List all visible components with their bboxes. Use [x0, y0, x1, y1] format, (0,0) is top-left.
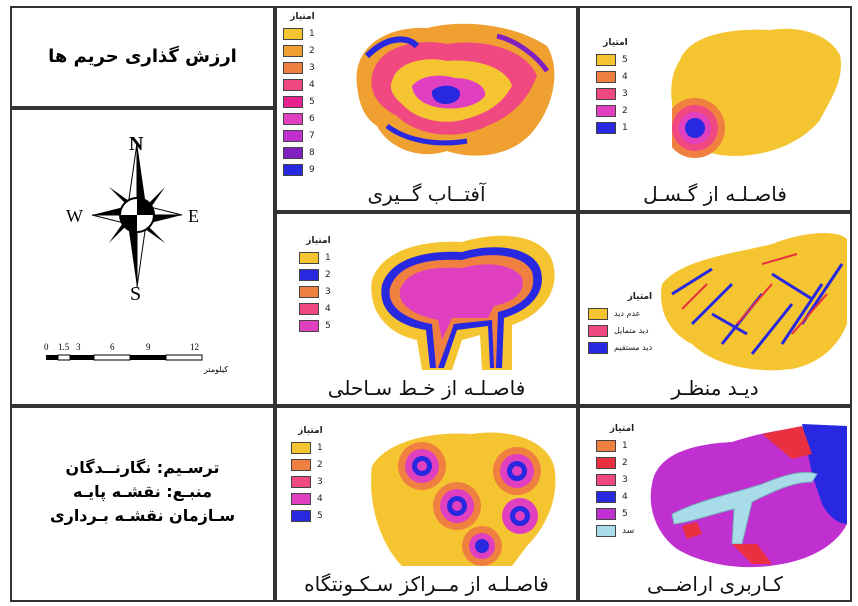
legend-label: 4: [622, 71, 628, 82]
legend-label: 4: [325, 303, 331, 314]
map-sheet-title: ارزش گذاری حریم ها: [48, 46, 237, 67]
legend-title: امتیاز: [298, 426, 323, 436]
legend-label: 3: [622, 474, 628, 485]
legend-label: 5: [317, 510, 323, 521]
compass-panel: N S E W 0 1.5 3 6 9 12 کیلومتر: [10, 108, 275, 406]
map-panel-landuse: امتیاز 1 2 3 4 5 سد کـاربری اراضــی: [578, 406, 852, 602]
map-panel-view: امتیاز عدم دید دید متمایل دید مستقیم دیـ…: [578, 212, 852, 406]
map-title-coast: فاصـلـه از خـط سـاحلی: [327, 376, 526, 400]
legend-label: 3: [325, 286, 331, 297]
legend-view: امتیاز عدم دید دید متمایل دید مستقیم: [588, 292, 652, 356]
scale-tick: 0: [44, 342, 49, 352]
legend-label: 1: [622, 122, 628, 133]
settlement-distance-map: [371, 432, 572, 566]
legend-label: عدم دید: [614, 309, 641, 318]
legend-label: 3: [317, 476, 323, 487]
scale-tick: 6: [110, 342, 115, 352]
map-panel-fault: امتیاز 5 4 3 2 1 فاصـلـه از گـسـل: [578, 6, 852, 212]
scale-tick: 1.5: [58, 342, 70, 352]
legend-label: 9: [309, 164, 315, 175]
legend-label: 4: [622, 491, 628, 502]
legend-label: 7: [309, 130, 315, 141]
land-use-map: [650, 424, 847, 568]
legend-fault: امتیاز 5 4 3 2 1: [596, 38, 628, 136]
north-arrow-icon: N S E W 0 1.5 3 6 9 12 کیلومتر: [44, 133, 228, 374]
sun-exposure-map: [356, 23, 555, 156]
legend-label: 1: [325, 252, 331, 263]
legend-title: امتیاز: [306, 236, 331, 246]
credit-drawn-by: ترسـیم: نگارنــدگان: [65, 458, 220, 477]
west-label: W: [66, 206, 83, 226]
legend-title: امتیاز: [609, 424, 635, 434]
legend-label: 2: [317, 459, 323, 470]
legend-label: 5: [309, 96, 315, 107]
map-title-landuse: کـاربری اراضــی: [647, 572, 783, 596]
legend-label: سد: [622, 525, 635, 536]
legend-label: 1: [317, 442, 323, 453]
legend-label: دید مستقیم: [614, 343, 653, 352]
map-title-fault: فاصـلـه از گـسـل: [643, 182, 787, 206]
settlement-rings: [398, 442, 541, 566]
scale-tick: 9: [146, 342, 151, 352]
credit-source: منبـع: نقشـه پایـه: [72, 482, 213, 501]
legend-title: امتیاز: [627, 292, 653, 302]
legend-label: 4: [317, 493, 323, 504]
legend-title: امتیاز: [290, 12, 315, 22]
fault-distance-map: [650, 28, 841, 160]
scale-bar: 0 1.5 3 6 9 12 کیلومتر: [44, 342, 228, 374]
legend-label: 1: [622, 440, 628, 451]
map-panel-coast: امتیاز 1 2 3 4 5 فاصـلـه از خـط سـاحلی: [275, 212, 578, 406]
legend-label: 8: [309, 147, 315, 158]
east-label: E: [188, 206, 199, 226]
scale-tick: 3: [76, 342, 81, 352]
map-title-settle: فاصـلـه از مــراکز سـکـونتگاه: [304, 572, 549, 596]
legend-label: دید متمایل: [614, 326, 649, 335]
legend-sun: امتیاز 1 2 3 4 5 6 7 8 9: [283, 12, 315, 178]
legend-label: 1: [309, 28, 315, 39]
legend-title: امتیاز: [603, 38, 628, 48]
scale-unit: کیلومتر: [203, 365, 228, 374]
title-panel: ارزش گذاری حریم ها: [10, 6, 275, 108]
map-title-sun: آفتــاب گــیری: [367, 182, 486, 206]
legend-label: 2: [622, 457, 628, 468]
map-panel-settle: امتیاز 1 2 3 4 5 فاصـلـه از مــراکز سـکـ…: [275, 406, 578, 602]
legend-label: 4: [309, 79, 315, 90]
coastline-distance-map: [371, 235, 555, 370]
legend-label: 5: [622, 54, 628, 65]
landscape-view-map: [661, 232, 847, 371]
legend-settle: امتیاز 1 2 3 4 5: [291, 426, 323, 524]
credits-panel: ترسـیم: نگارنــدگان منبـع: نقشـه پایـه س…: [10, 406, 275, 602]
legend-landuse: امتیاز 1 2 3 4 5 سد: [596, 424, 634, 539]
legend-label: 5: [325, 320, 331, 331]
map-title-view: دیـد منظـر: [671, 376, 759, 400]
legend-label: 2: [325, 269, 331, 280]
legend-coast: امتیاز 1 2 3 4 5: [299, 236, 331, 334]
map-panel-sun: امتیاز 1 2 3 4 5 6 7 8 9 آفتــاب گــیری: [275, 6, 578, 212]
north-label: N: [129, 133, 144, 155]
legend-label: 6: [309, 113, 315, 124]
legend-label: 2: [309, 45, 315, 56]
legend-label: 3: [622, 88, 628, 99]
legend-label: 2: [622, 105, 628, 116]
legend-label: 5: [622, 508, 628, 519]
south-label: S: [130, 283, 141, 305]
credit-organization: سـازمان نقشـه بـرداری: [49, 506, 236, 525]
legend-label: 3: [309, 62, 315, 73]
scale-tick: 12: [190, 342, 199, 352]
